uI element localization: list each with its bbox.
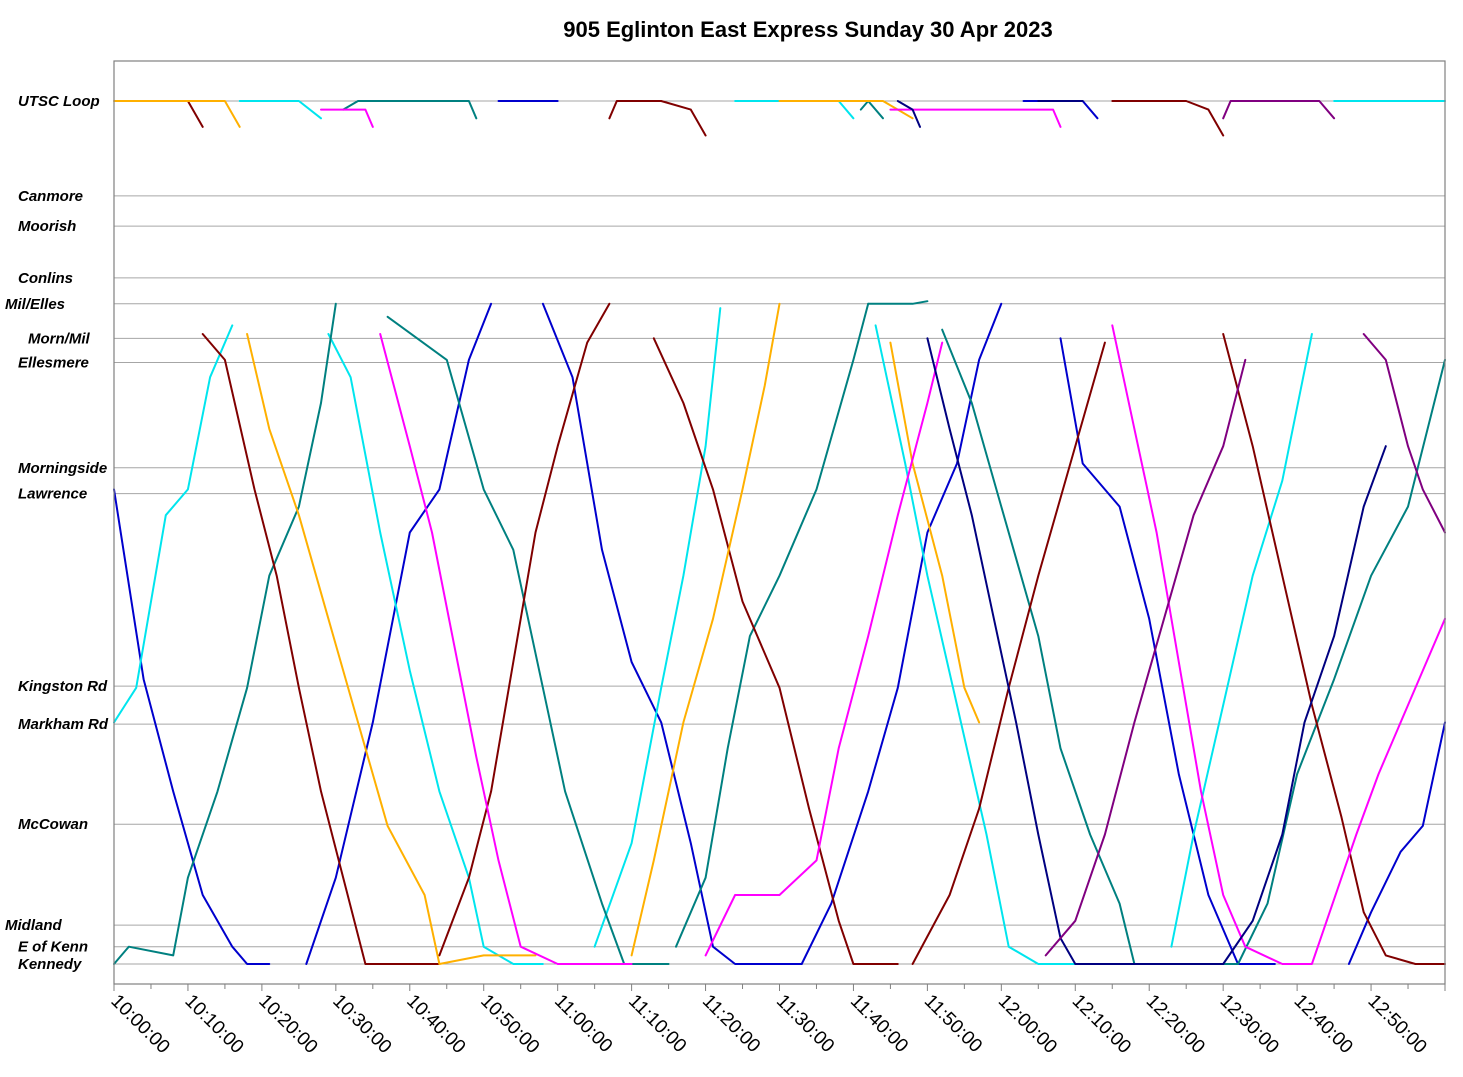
vehicle-series-5	[320, 108, 1446, 965]
stop-label: Conlins	[18, 270, 73, 287]
stop-label: Kingston Rd	[18, 678, 108, 695]
x-tick-label: 11:30:00	[772, 991, 838, 1057]
stop-label: UTSC Loop	[18, 93, 100, 110]
trip-line	[874, 324, 1114, 965]
trip-line	[889, 341, 981, 724]
layover-line	[238, 100, 322, 120]
vehicle-series-7	[1044, 100, 1446, 957]
stop-label: Morn/Mil	[28, 330, 90, 347]
stop-label: Midland	[5, 917, 62, 934]
layover-line	[320, 108, 374, 128]
trip-line	[1059, 337, 1276, 965]
x-tick-label: 11:50:00	[920, 991, 986, 1057]
vehicle-series-6	[896, 100, 1387, 965]
layover-line	[778, 100, 914, 120]
x-tick-label: 12:30:00	[1216, 991, 1283, 1058]
trip-line	[652, 337, 899, 965]
stop-label: Markham Rd	[18, 716, 109, 733]
x-tick-label: 10:30:00	[328, 991, 395, 1058]
stop-label: Morningside	[18, 460, 107, 477]
stop-label: Mil/Elles	[5, 296, 65, 313]
x-tick-label: 12:20:00	[1142, 991, 1209, 1058]
stop-label: Lawrence	[18, 486, 87, 503]
trip-line	[1325, 617, 1446, 922]
trip-line	[593, 307, 722, 948]
trip-line	[1170, 333, 1313, 948]
trip-line	[379, 333, 633, 965]
trip-line	[867, 300, 929, 305]
x-tick-label: 11:00:00	[550, 991, 616, 1057]
x-tick-label: 10:00:00	[106, 991, 173, 1058]
trip-line	[675, 302, 870, 948]
vehicle-traces	[113, 100, 1446, 965]
trip-line	[246, 333, 537, 965]
trip-line	[1347, 721, 1446, 965]
x-tick-label: 12:40:00	[1290, 991, 1357, 1058]
trip-line	[201, 333, 441, 965]
layover-line	[889, 108, 1062, 128]
trip-line	[113, 324, 234, 724]
stop-label: Canmore	[18, 188, 83, 205]
trip-line	[1148, 445, 1387, 965]
trip-line	[1222, 333, 1446, 965]
trip-line	[926, 337, 1151, 965]
layover-line	[608, 100, 707, 137]
vehicle-series-2	[113, 100, 1446, 965]
layover-line	[859, 100, 884, 120]
vehicle-series-0	[113, 100, 1446, 965]
chart-title: 905 Eglinton East Express Sunday 30 Apr …	[563, 17, 1053, 42]
x-tick-label: 12:50:00	[1364, 991, 1431, 1058]
stop-label: Ellesmere	[18, 354, 89, 371]
trip-line	[941, 328, 1239, 965]
trip-line	[438, 302, 611, 957]
stop-labels: UTSC Loop Canmore Moorish Conlins Mil/Elles M…	[5, 93, 109, 973]
stop-label: McCowan	[18, 816, 88, 833]
trip-line	[630, 302, 781, 957]
trip-line	[1362, 333, 1446, 534]
trip-line	[1237, 358, 1446, 965]
trip-line	[305, 302, 493, 965]
x-tick-label: 10:20:00	[254, 991, 321, 1058]
trip-line	[386, 315, 670, 965]
layover-line	[342, 100, 478, 120]
trip-line	[327, 333, 544, 965]
x-tick-label: 11:10:00	[624, 991, 690, 1057]
vehicle-series-3	[186, 100, 1446, 965]
vehicle-series-4	[113, 100, 981, 965]
trip-line	[704, 341, 944, 957]
vehicle-series-1	[113, 100, 1446, 965]
layover-line	[186, 100, 204, 128]
layover-line	[734, 100, 855, 120]
stop-label: Kennedy	[18, 956, 82, 973]
layover-line	[896, 100, 921, 128]
plot-frame	[113, 60, 1446, 985]
trip-line	[800, 302, 1003, 965]
x-tick-label: 11:20:00	[698, 991, 764, 1057]
x-tick-label: 10:10:00	[180, 991, 247, 1058]
layover-line	[1222, 100, 1336, 120]
x-tick-label: 10:50:00	[476, 991, 543, 1058]
trip-line	[1044, 358, 1247, 957]
trip-line	[1111, 324, 1328, 965]
stop-label: Moorish	[18, 218, 76, 235]
trip-line	[541, 302, 803, 965]
grid-lines	[114, 100, 1445, 965]
trip-line	[911, 341, 1106, 965]
x-tick-label: 12:00:00	[994, 991, 1061, 1058]
stop-label: E of Kenn	[18, 939, 88, 956]
trip-line	[113, 302, 337, 965]
x-tick-label: 12:10:00	[1068, 991, 1135, 1058]
x-axis-ticks: 10:00:00 10:10:00 10:20:00 10:30:00 10:40:00…	[106, 984, 1446, 1058]
x-tick-label: 11:40:00	[846, 991, 912, 1057]
trip-line	[113, 488, 271, 965]
layover-line	[1111, 100, 1225, 137]
x-tick-label: 10:40:00	[402, 991, 469, 1058]
layover-line	[113, 100, 241, 128]
